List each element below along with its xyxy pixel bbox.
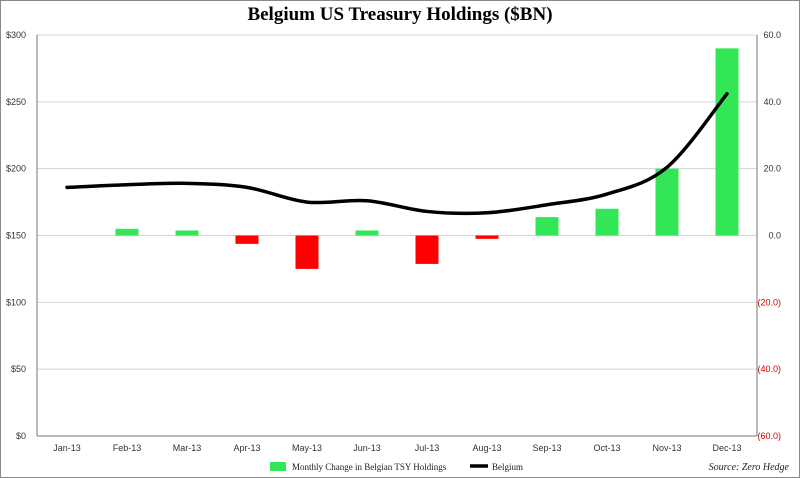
bar-series xyxy=(115,48,739,269)
legend-label-bars: Monthly Change in Belgian TSY Holdings xyxy=(292,462,447,472)
x-tick-label: Aug-13 xyxy=(472,443,501,453)
right-tick-label: (20.0) xyxy=(757,297,781,307)
right-tick-label: 40.0 xyxy=(763,97,781,107)
left-tick-label: $50 xyxy=(11,364,26,374)
left-tick-label: $200 xyxy=(6,164,26,174)
bar xyxy=(355,230,379,236)
right-tick-label: 0.0 xyxy=(768,231,781,241)
bar xyxy=(715,48,739,236)
x-tick-label: Jan-13 xyxy=(53,443,81,453)
right-tick-label: 20.0 xyxy=(763,164,781,174)
legend-swatch-bars xyxy=(270,462,286,471)
bar xyxy=(535,217,559,236)
legend: Monthly Change in Belgian TSY Holdings B… xyxy=(270,462,523,472)
left-tick-label: $0 xyxy=(16,431,26,441)
x-tick-label: Nov-13 xyxy=(652,443,681,453)
bar xyxy=(295,235,319,269)
x-tick-label: Oct-13 xyxy=(593,443,620,453)
left-tick-label: $300 xyxy=(6,30,26,40)
bar xyxy=(475,235,499,239)
bar xyxy=(595,208,619,236)
series-line-belgium xyxy=(65,92,729,216)
left-tick-label: $250 xyxy=(6,97,26,107)
axes: $0 $50 $100 $150 $200 $250 $300 (60.0) (40.0) (20… xyxy=(6,30,781,453)
right-tick-label: 60.0 xyxy=(763,30,781,40)
x-tick-label: Jul-13 xyxy=(415,443,440,453)
legend-label-line: Belgium xyxy=(492,462,523,472)
x-tick-label: Mar-13 xyxy=(173,443,202,453)
x-tick-label: Apr-13 xyxy=(233,443,260,453)
x-tick-label: Sep-13 xyxy=(532,443,561,453)
bar xyxy=(655,168,679,236)
source-label: Source: Zero Hedge xyxy=(709,462,790,473)
x-tick-label: Feb-13 xyxy=(113,443,142,453)
bar xyxy=(415,235,439,264)
bar xyxy=(235,235,259,244)
bar xyxy=(175,230,199,236)
chart-title: Belgium US Treasury Holdings ($BN) xyxy=(247,4,552,25)
right-tick-label: (40.0) xyxy=(757,364,781,374)
x-tick-label: Jun-13 xyxy=(353,443,381,453)
grid-lines xyxy=(37,34,757,437)
x-tick-label: May-13 xyxy=(292,443,322,453)
left-tick-label: $100 xyxy=(6,297,26,307)
left-tick-label: $150 xyxy=(6,231,26,241)
bar xyxy=(115,228,139,236)
line-series xyxy=(65,92,729,216)
right-tick-label: (60.0) xyxy=(757,431,781,441)
x-tick-label: Dec-13 xyxy=(712,443,741,453)
